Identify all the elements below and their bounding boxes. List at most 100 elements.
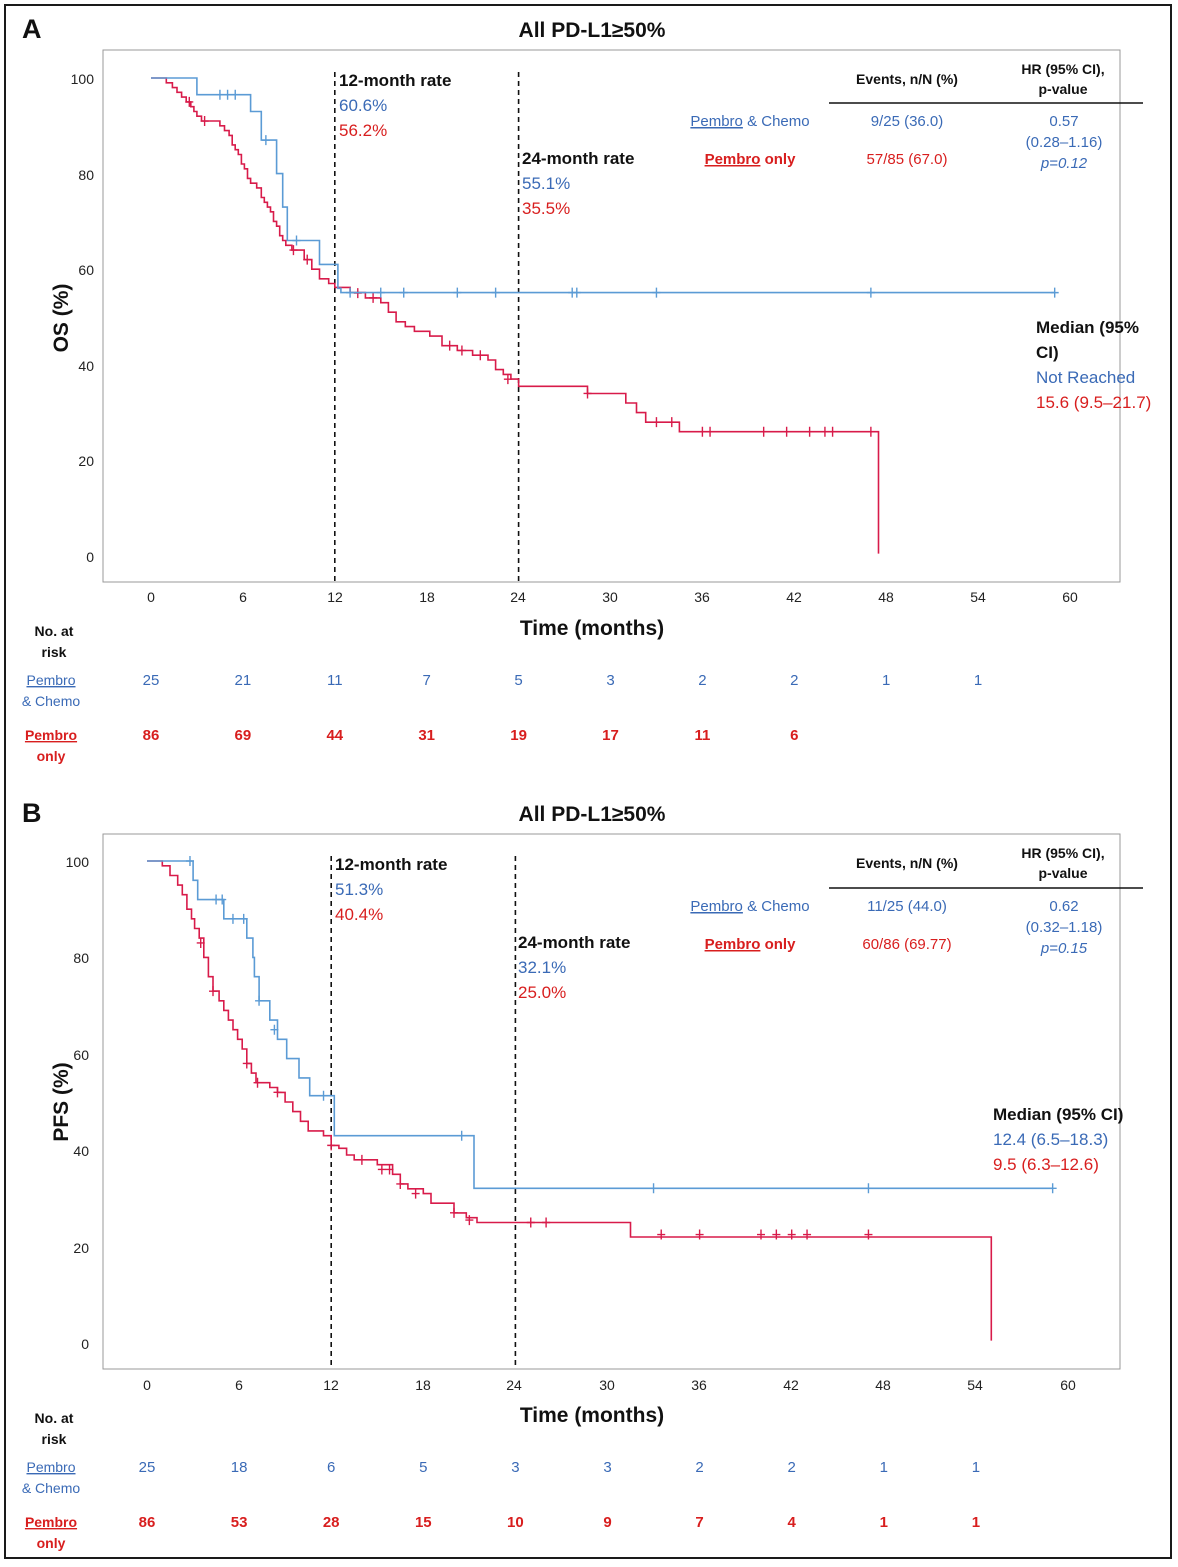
- risk-label-blue: Pembro: [26, 1459, 75, 1475]
- censor-mark: [542, 1217, 551, 1228]
- censor-mark: [864, 1229, 873, 1240]
- hr-header-p: p-value: [1038, 865, 1087, 881]
- median-blue: 12.4 (6.5–18.3): [993, 1130, 1108, 1149]
- risk-number: 2: [695, 1459, 703, 1476]
- risk-number: 7: [423, 672, 431, 689]
- risk-title-2: risk: [42, 1431, 67, 1447]
- censor-mark: [503, 374, 512, 385]
- y-tick: 20: [78, 453, 94, 469]
- censor-mark: [706, 426, 715, 437]
- censor-mark: [649, 1183, 658, 1194]
- x-tick: 60: [1062, 589, 1078, 605]
- censor-mark: [376, 287, 385, 298]
- censor-mark: [583, 388, 592, 399]
- censor-mark: [270, 1024, 279, 1035]
- rate-24-blue: 55.1%: [522, 174, 570, 193]
- median-red: 9.5 (6.3–12.6): [993, 1155, 1099, 1174]
- legend-name: Pembro: [690, 113, 743, 130]
- censor-mark: [526, 1217, 535, 1228]
- censor-mark: [261, 135, 270, 146]
- censor-mark: [357, 1154, 366, 1165]
- hr-header-p: p-value: [1038, 81, 1087, 97]
- risk-number: 44: [326, 727, 343, 744]
- censor-mark: [231, 89, 240, 100]
- events-pembro-only: 57/85 (67.0): [867, 151, 948, 168]
- censor-mark: [1050, 287, 1059, 298]
- series-line-pembro-only: [151, 77, 880, 554]
- censor-mark: [242, 1058, 251, 1069]
- events-header: Events, n/N (%): [856, 71, 958, 87]
- risk-number: 1: [882, 672, 890, 689]
- hr-header: HR (95% CI),: [1021, 845, 1104, 861]
- x-tick: 24: [506, 1377, 522, 1393]
- x-tick: 48: [875, 1377, 891, 1393]
- risk-number: 4: [788, 1514, 797, 1531]
- censor-mark: [239, 913, 248, 924]
- censor-mark: [453, 287, 462, 298]
- risk-label-red: Pembro: [25, 1514, 77, 1530]
- risk-label-red-2: only: [37, 748, 66, 764]
- panel-title: All PD-L1≥50%: [519, 803, 666, 826]
- rate-12-label: 12-month rate: [339, 71, 451, 90]
- x-tick: 36: [694, 589, 710, 605]
- legend-name: Pembro: [705, 151, 761, 168]
- risk-number: 31: [418, 727, 435, 744]
- risk-number: 28: [323, 1514, 340, 1531]
- y-tick: 60: [78, 262, 94, 278]
- y-axis-label: PFS (%): [50, 1062, 73, 1141]
- censor-mark: [185, 96, 194, 107]
- median-title: Median (95%: [1036, 318, 1139, 337]
- y-tick-labels: 0 20 40 60 80 100: [66, 854, 90, 1352]
- x-tick: 60: [1060, 1377, 1076, 1393]
- censor-mark: [572, 287, 581, 298]
- panel-a: A All PD-L1≥50% 0 20 40 60 80 100 OS (%)…: [0, 0, 1178, 783]
- censor-mark: [657, 1229, 666, 1240]
- risk-number: 15: [415, 1514, 432, 1531]
- x-tick: 42: [786, 589, 802, 605]
- censor-mark: [228, 913, 237, 924]
- censor-mark: [255, 995, 264, 1006]
- censor-mark: [772, 1229, 781, 1240]
- censor-mark: [185, 856, 194, 866]
- risk-number: 86: [143, 727, 160, 744]
- censor-mark: [319, 1090, 328, 1101]
- y-tick: 80: [73, 950, 89, 966]
- censor-mark: [820, 426, 829, 437]
- censor-mark: [652, 287, 661, 298]
- risk-number: 3: [511, 1459, 519, 1476]
- risk-number: 10: [507, 1514, 524, 1531]
- rate-24-label: 24-month rate: [518, 933, 630, 952]
- rate-24-blue: 32.1%: [518, 958, 566, 977]
- risk-number: 11: [694, 727, 710, 744]
- rate-24-label: 24-month rate: [522, 149, 634, 168]
- censor-mark: [200, 116, 209, 127]
- events-header: Events, n/N (%): [856, 855, 958, 871]
- risk-number: 2: [790, 672, 798, 689]
- censor-mark: [667, 417, 676, 428]
- risk-numbers: 25 18 6 5 3 3 2 2 1 186 53 28 15 10 9 7 4 1 1: [139, 1459, 980, 1531]
- median-blue: Not Reached: [1036, 368, 1135, 387]
- y-tick: 40: [73, 1143, 89, 1159]
- rate-12-blue: 51.3%: [335, 880, 383, 899]
- risk-number: 19: [510, 727, 527, 744]
- risk-number: 69: [235, 727, 252, 744]
- risk-number: 5: [514, 672, 522, 689]
- risk-number: 6: [327, 1459, 335, 1476]
- legend-name: Pembro: [690, 898, 743, 915]
- median-red: 15.6 (9.5–21.7): [1036, 393, 1151, 412]
- censor-mark: [289, 245, 298, 256]
- censor-mark: [196, 937, 205, 948]
- censor-mark: [787, 1229, 796, 1240]
- risk-number: 21: [235, 672, 252, 689]
- x-tick: 30: [602, 589, 618, 605]
- censor-mark: [698, 426, 707, 437]
- censor-mark: [215, 89, 224, 100]
- legend-name: Pembro: [705, 936, 761, 953]
- x-tick-labels: 0 6 12 18 24 30 36 42 48 54 60: [143, 1377, 1076, 1393]
- censor-mark: [399, 287, 408, 298]
- y-tick: 0: [86, 549, 94, 565]
- p-value: p=0.15: [1040, 940, 1088, 957]
- censor-mark: [396, 1178, 405, 1189]
- y-tick: 20: [73, 1240, 89, 1256]
- risk-number: 17: [602, 727, 619, 744]
